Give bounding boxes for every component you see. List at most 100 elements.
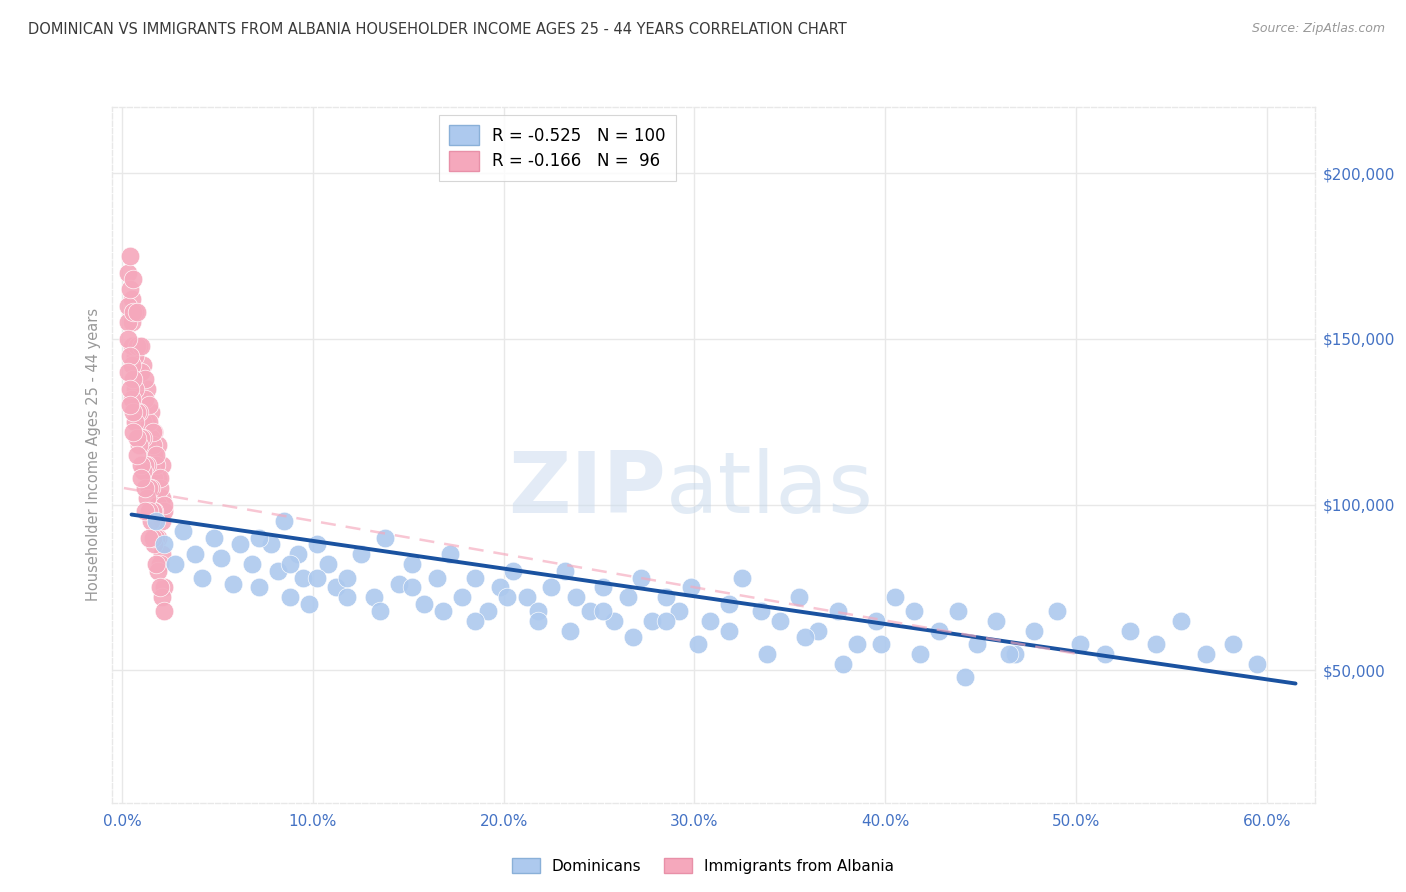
Point xyxy=(124,349,146,363)
Point xyxy=(148,564,170,578)
Point xyxy=(121,338,143,352)
Point xyxy=(603,614,626,628)
Point xyxy=(153,537,176,551)
Point xyxy=(560,624,582,638)
Point xyxy=(794,630,817,644)
Point xyxy=(630,570,652,584)
Point xyxy=(247,581,270,595)
Point xyxy=(515,591,537,605)
Point xyxy=(145,531,167,545)
Point xyxy=(118,249,141,263)
Point xyxy=(292,570,315,584)
Point xyxy=(121,292,143,306)
Point xyxy=(134,481,156,495)
Point xyxy=(363,591,385,605)
Point xyxy=(1004,647,1026,661)
Point xyxy=(124,372,146,386)
Point xyxy=(565,591,588,605)
Point xyxy=(135,382,157,396)
Point xyxy=(145,514,167,528)
Point xyxy=(477,604,499,618)
Point xyxy=(1069,637,1091,651)
Point xyxy=(124,415,146,429)
Point xyxy=(1195,647,1218,661)
Point xyxy=(191,570,214,584)
Point xyxy=(946,604,969,618)
Point xyxy=(143,471,166,485)
Point xyxy=(141,438,163,452)
Point xyxy=(984,614,1007,628)
Point xyxy=(143,425,166,439)
Point xyxy=(202,531,225,545)
Point xyxy=(1118,624,1140,638)
Point xyxy=(118,349,141,363)
Point xyxy=(121,392,143,406)
Point xyxy=(955,670,977,684)
Point xyxy=(139,431,162,445)
Point xyxy=(1222,637,1244,651)
Point xyxy=(124,382,146,396)
Point xyxy=(132,465,155,479)
Point xyxy=(122,305,145,319)
Point xyxy=(870,637,893,651)
Point xyxy=(807,624,830,638)
Point xyxy=(127,338,149,352)
Point xyxy=(141,504,163,518)
Point xyxy=(554,564,576,578)
Point xyxy=(464,614,486,628)
Point xyxy=(122,425,145,439)
Point xyxy=(145,458,167,472)
Point xyxy=(450,591,472,605)
Point xyxy=(240,558,263,572)
Point xyxy=(118,282,141,296)
Point xyxy=(464,570,486,584)
Point xyxy=(679,581,702,595)
Point xyxy=(928,624,950,638)
Point xyxy=(349,547,371,561)
Point xyxy=(426,570,449,584)
Point xyxy=(138,398,160,412)
Point xyxy=(527,614,550,628)
Point xyxy=(172,524,194,538)
Text: DOMINICAN VS IMMIGRANTS FROM ALBANIA HOUSEHOLDER INCOME AGES 25 - 44 YEARS CORRE: DOMINICAN VS IMMIGRANTS FROM ALBANIA HOU… xyxy=(28,22,846,37)
Point xyxy=(1144,637,1167,651)
Point xyxy=(903,604,925,618)
Point xyxy=(121,359,143,373)
Point xyxy=(149,558,172,572)
Legend: R = -0.525   N = 100, R = -0.166   N =  96: R = -0.525 N = 100, R = -0.166 N = 96 xyxy=(439,115,676,180)
Point xyxy=(717,624,740,638)
Point xyxy=(135,438,157,452)
Point xyxy=(148,531,170,545)
Point xyxy=(305,537,328,551)
Point xyxy=(117,315,139,329)
Point xyxy=(143,537,166,551)
Point xyxy=(127,431,149,445)
Point xyxy=(183,547,205,561)
Point xyxy=(135,415,157,429)
Point xyxy=(118,398,141,412)
Point xyxy=(129,431,152,445)
Point xyxy=(832,657,855,671)
Point xyxy=(134,392,156,406)
Point xyxy=(150,491,173,505)
Point xyxy=(145,448,167,462)
Point xyxy=(128,438,150,452)
Point xyxy=(496,591,519,605)
Point xyxy=(655,591,678,605)
Point xyxy=(287,547,309,561)
Point xyxy=(117,266,139,280)
Point xyxy=(128,338,150,352)
Point xyxy=(1094,647,1116,661)
Point xyxy=(138,415,160,429)
Point xyxy=(129,338,152,352)
Point xyxy=(148,498,170,512)
Point xyxy=(789,591,811,605)
Point xyxy=(229,537,252,551)
Point xyxy=(401,558,423,572)
Point xyxy=(132,392,155,406)
Point xyxy=(325,581,347,595)
Point xyxy=(827,604,849,618)
Point xyxy=(621,630,644,644)
Point xyxy=(117,299,139,313)
Point xyxy=(153,581,176,595)
